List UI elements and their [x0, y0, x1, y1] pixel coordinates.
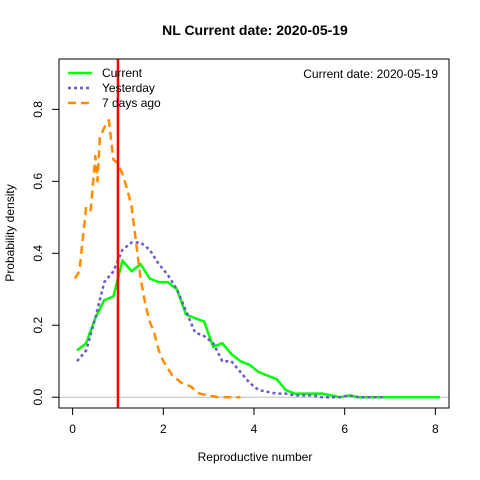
y-axis: 0.0 0.2 0.4 0.6 0.8 [31, 101, 60, 406]
y-tick-label: 0.8 [31, 101, 45, 118]
series-line-0 [76, 259, 440, 399]
x-tick-label: 8 [432, 422, 439, 436]
chart-title: NL Current date: 2020-05-19 [162, 22, 348, 38]
legend-label-1: Yesterday [102, 81, 155, 95]
series-line-2 [73, 118, 241, 399]
x-tick-label: 0 [69, 422, 76, 436]
y-tick-label: 0.2 [31, 317, 45, 334]
current-date-note: Current date: 2020-05-19 [303, 67, 438, 81]
y-tick-label: 0.6 [31, 173, 45, 190]
legend-label-0: Current [102, 66, 143, 80]
legend-label-2: 7 days ago [102, 96, 161, 110]
x-tick-label: 4 [251, 422, 258, 436]
x-tick-label: 2 [160, 422, 167, 436]
y-tick-label: 0.0 [31, 389, 45, 406]
plot-area [59, 59, 449, 408]
x-axis-title: Reproductive number [198, 450, 313, 464]
y-tick-label: 0.4 [31, 245, 45, 262]
x-tick-label: 6 [341, 422, 348, 436]
x-axis: 0 2 4 6 8 [69, 407, 439, 436]
y-axis-title: Probability density [3, 184, 17, 281]
series-line-1 [76, 241, 386, 399]
